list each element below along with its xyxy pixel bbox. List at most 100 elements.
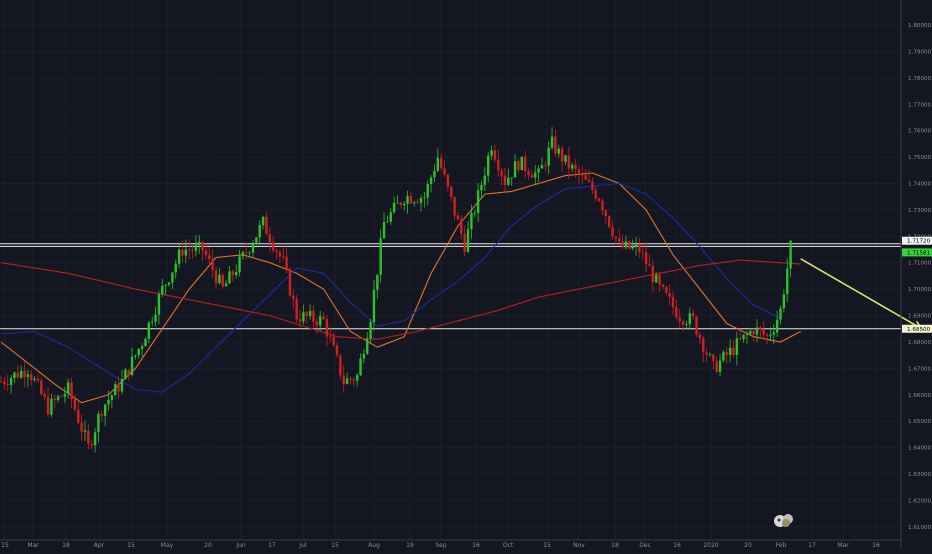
x-tick-label: Sep [435, 542, 447, 549]
candle-body [631, 246, 634, 249]
candle-body [534, 172, 537, 178]
candle-body [13, 372, 16, 379]
x-tick-label: 15 [331, 542, 339, 549]
candle-body [517, 161, 520, 171]
candle-body [369, 322, 372, 339]
candle-body [587, 179, 591, 182]
candle-body [332, 337, 335, 346]
candle-body [228, 271, 231, 284]
x-tick-label: Feb [776, 542, 787, 549]
candle-body [594, 190, 597, 199]
candle-body [161, 285, 164, 295]
price-axis[interactable]: 1.80000 1.79000 1.78000 1.77000 1.76000 1.750… [900, 0, 932, 550]
candle-body [238, 256, 241, 273]
candle-body [601, 200, 604, 211]
y-tick-label: 1.80000 [908, 23, 932, 29]
candle-body [67, 382, 70, 394]
y-tick-label: 1.74000 [908, 182, 932, 188]
candle-body [140, 346, 144, 349]
candle-body [762, 329, 765, 335]
candle-body [50, 398, 53, 415]
grid [0, 0, 901, 540]
candle-body [476, 190, 480, 213]
candle-body [255, 237, 258, 245]
candle-body [218, 274, 221, 284]
candle-body [177, 249, 181, 264]
candle-body [154, 314, 157, 322]
candle-body [70, 382, 73, 400]
x-tick-label: 16 [472, 542, 480, 549]
candle-body [26, 374, 30, 378]
candle-body [308, 310, 312, 317]
candle-body [739, 338, 742, 340]
y-tick-label: 1.68000 [908, 340, 932, 346]
time-axis[interactable]: 15 Mar 18 Apr 15 May 20 Jun 17 Jul 15 Aug 19 Sep 16 Oct… [0, 539, 901, 549]
candle-body [675, 307, 678, 318]
candle-body [268, 234, 271, 243]
candle-body [56, 396, 60, 401]
candle-body [265, 216, 268, 235]
candle-body [40, 380, 43, 395]
candle-body [278, 251, 282, 257]
candle-body [678, 317, 681, 322]
y-tick-label: 1.70000 [908, 287, 932, 293]
candle-body [544, 165, 547, 166]
candle-body [127, 369, 130, 375]
y-tick-label: 1.65000 [908, 419, 932, 425]
moving-average-line [0, 259, 801, 340]
candle-body [345, 378, 349, 384]
candle-body [446, 174, 450, 187]
candle-body [107, 399, 110, 405]
candle-body [282, 256, 285, 258]
candle-body [110, 395, 114, 400]
candle-body [36, 378, 40, 381]
candle-body [319, 316, 322, 326]
candle-body [224, 283, 228, 287]
candle-body [786, 268, 789, 295]
candle-body [557, 148, 560, 154]
candle-body [295, 298, 298, 320]
candle-body [87, 430, 90, 444]
candle-body [211, 258, 214, 271]
candle-body [134, 355, 137, 357]
candle-body [503, 175, 507, 185]
x-tick-label: 20 [744, 542, 752, 549]
candle-body [429, 177, 433, 185]
y-tick-label: 1.63000 [908, 472, 932, 478]
candle-body [547, 147, 550, 166]
candle-body [114, 384, 117, 396]
candle-body [463, 233, 466, 252]
candle-body [571, 164, 574, 169]
candle-body [30, 374, 33, 380]
candle-body [174, 263, 177, 273]
candle-body [144, 338, 147, 347]
candle-body [208, 255, 211, 259]
candle-body [574, 164, 577, 170]
price-label: 1.71720 [907, 239, 931, 245]
candle-body [614, 236, 618, 239]
candle-body [537, 168, 540, 173]
candle-body [389, 212, 392, 222]
candle-body [419, 198, 423, 203]
x-tick-label: 20 [204, 542, 212, 549]
candle-body [500, 170, 503, 176]
x-tick-label: Mar [27, 542, 39, 549]
candle-body [214, 270, 218, 284]
candle-body [567, 155, 571, 169]
candle-body [655, 274, 658, 283]
candle-body [560, 148, 564, 162]
y-tick-label: 1.64000 [908, 446, 932, 452]
candle-body [73, 399, 77, 410]
candle-body [735, 338, 739, 355]
candle-body [691, 313, 695, 317]
candle-body [708, 354, 712, 356]
moving-average-line [0, 172, 801, 404]
candle-body [436, 157, 439, 171]
y-tick-label: 1.62000 [908, 498, 932, 504]
candle-body [628, 241, 631, 249]
candle-body [3, 381, 6, 384]
price-label: 1.71581 [907, 250, 931, 256]
candle-body [728, 347, 732, 356]
candle-body [235, 272, 238, 276]
